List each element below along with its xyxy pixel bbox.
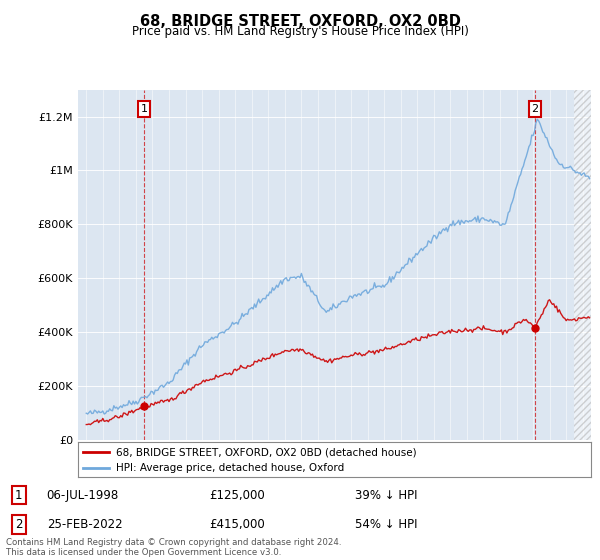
Bar — [574, 90, 599, 440]
Text: Contains HM Land Registry data © Crown copyright and database right 2024.
This d: Contains HM Land Registry data © Crown c… — [6, 538, 341, 557]
Text: 68, BRIDGE STREET, OXFORD, OX2 0BD (detached house): 68, BRIDGE STREET, OXFORD, OX2 0BD (deta… — [116, 447, 417, 457]
Text: 2: 2 — [532, 104, 539, 114]
Text: 06-JUL-1998: 06-JUL-1998 — [47, 488, 119, 502]
Text: Price paid vs. HM Land Registry's House Price Index (HPI): Price paid vs. HM Land Registry's House … — [131, 25, 469, 38]
Text: 1: 1 — [15, 488, 23, 502]
Text: 1: 1 — [140, 104, 148, 114]
Text: HPI: Average price, detached house, Oxford: HPI: Average price, detached house, Oxfo… — [116, 464, 345, 473]
Text: 25-FEB-2022: 25-FEB-2022 — [47, 517, 122, 531]
Text: £415,000: £415,000 — [210, 517, 265, 531]
Text: £125,000: £125,000 — [210, 488, 265, 502]
Text: 54% ↓ HPI: 54% ↓ HPI — [355, 517, 418, 531]
Text: 68, BRIDGE STREET, OXFORD, OX2 0BD: 68, BRIDGE STREET, OXFORD, OX2 0BD — [140, 14, 460, 29]
Text: 2: 2 — [15, 517, 23, 531]
Text: 39% ↓ HPI: 39% ↓ HPI — [355, 488, 418, 502]
